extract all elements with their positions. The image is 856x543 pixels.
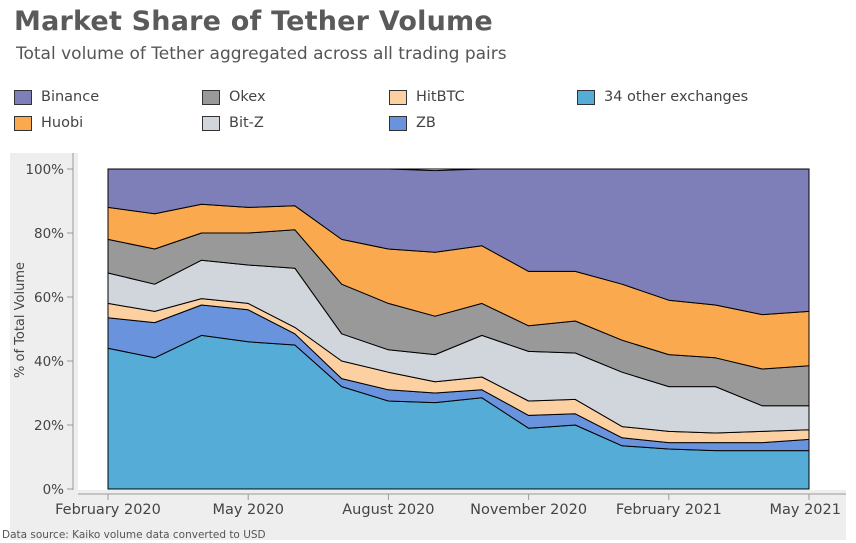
legend-item-hitbtc[interactable]: HitBTC (389, 89, 465, 105)
legend-item-huobi[interactable]: Huobi (14, 115, 83, 131)
legend-swatch (14, 89, 32, 105)
legend-item-binance[interactable]: Binance (14, 89, 99, 105)
chart-subtitle: Total volume of Tether aggregated across… (16, 44, 507, 64)
legend-item-zb[interactable]: ZB (389, 115, 436, 131)
y-tick-label: 80% (34, 226, 64, 242)
data-source-note: Data source: Kaiko volume data converted… (2, 529, 266, 541)
legend-swatch (389, 89, 407, 105)
x-tick-label: August 2020 (342, 502, 434, 518)
plot-frame (107, 168, 810, 490)
axes-group: 0% 20% 40% 60% 80% 100% February 2020 May 2020 A… (25, 153, 846, 518)
x-tick-label: May 2021 (770, 502, 842, 518)
legend-swatch (202, 115, 220, 131)
legend-label: Binance (41, 89, 100, 105)
legend-swatch (389, 115, 407, 131)
x-tick-label: May 2020 (212, 502, 284, 518)
legend-swatch (14, 115, 32, 131)
legend-label: Huobi (41, 115, 84, 131)
x-tick-label: November 2020 (470, 502, 587, 518)
legend-item-other-exchanges[interactable]: 34 other exchanges (577, 89, 748, 105)
legend-label: 34 other exchanges (604, 89, 749, 105)
area-series-group (107, 168, 810, 490)
legend-label: ZB (416, 115, 436, 131)
legend-label: Bit-Z (229, 115, 264, 131)
chart-title: Market Share of Tether Volume (14, 6, 493, 37)
legend: Binance Okex HitBTC 34 other exchanges H… (14, 84, 834, 144)
y-axis-label: % of Total Volume (13, 262, 28, 378)
y-tick-label: 40% (34, 354, 64, 370)
y-tick-label: 100% (25, 162, 64, 178)
x-tick-label: February 2021 (616, 502, 722, 518)
legend-swatch (577, 89, 595, 105)
legend-item-okex[interactable]: Okex (202, 89, 266, 105)
legend-label: Okex (229, 89, 266, 105)
legend-swatch (202, 89, 220, 105)
y-tick-label: 0% (43, 482, 65, 498)
y-tick-label: 60% (34, 290, 64, 306)
legend-label: HitBTC (416, 89, 465, 105)
y-tick-label: 20% (34, 418, 64, 434)
x-tick-label: February 2020 (55, 502, 161, 518)
legend-item-bit-z[interactable]: Bit-Z (202, 115, 264, 131)
